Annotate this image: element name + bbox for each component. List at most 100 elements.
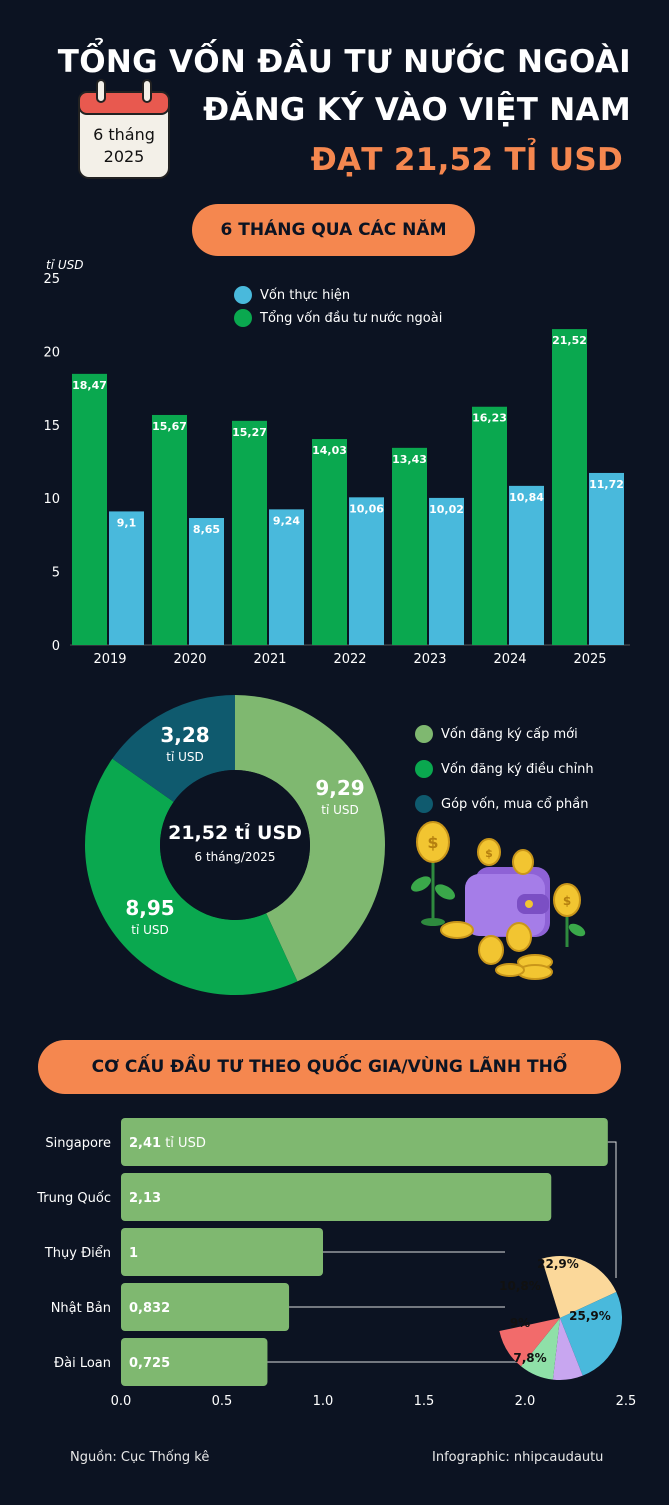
bar-realized-2020 — [189, 518, 224, 645]
country-value-label: 2,13 — [129, 1191, 161, 1206]
country-value-label: 1 — [129, 1246, 138, 1261]
data-label-realized: 10,84 — [509, 491, 544, 504]
country-bar-3 — [121, 1283, 290, 1331]
x-tick-label: 0.0 — [111, 1394, 132, 1409]
bar-realized-2025 — [589, 472, 624, 645]
svg-text:$: $ — [485, 847, 493, 860]
bar-total-2023 — [392, 447, 427, 645]
country-label: Đài Loan — [54, 1356, 111, 1371]
data-label-realized: 8,65 — [193, 523, 220, 536]
donut-slice-0 — [235, 695, 386, 982]
country-value-label: 0,725 — [129, 1356, 170, 1371]
country-bar-4 — [121, 1338, 268, 1386]
bar-realized-2019 — [109, 511, 144, 645]
legend-swatch — [415, 760, 433, 778]
bar-total-2020 — [152, 414, 187, 645]
country-pie-label: 25,9% — [569, 1309, 611, 1323]
title-line-2: ĐĂNG KÝ VÀO VIỆT NAM — [203, 92, 631, 128]
donut-hole — [160, 770, 310, 920]
bar-total-2024 — [472, 406, 507, 645]
bar-realized-2022 — [349, 497, 384, 645]
country-pie-label: 10,8% — [499, 1279, 541, 1293]
country-pie-slice-4 — [499, 1318, 560, 1367]
y-tick-label: 15 — [43, 419, 60, 434]
capital-structure-donut: 9,29 tỉ USD 8,95 tỉ USD 3,28 tỉ USD — [85, 695, 386, 995]
bar-total-2022 — [312, 439, 347, 645]
section-title-yearly: 6 THÁNG QUA CÁC NĂM — [192, 204, 475, 256]
data-label-total: 15,67 — [152, 420, 187, 433]
data-label-total: 13,43 — [392, 453, 427, 466]
y-tick-label: 25 — [43, 272, 60, 287]
data-label-total: 14,03 — [312, 444, 347, 457]
bar-total-2021 — [232, 420, 267, 645]
calendar-text-2: 2025 — [104, 147, 145, 166]
country-pie-label: 9% — [510, 1316, 530, 1330]
donut-unit-label: tỉ USD — [131, 923, 169, 937]
data-label-realized: 9,1 — [117, 516, 137, 529]
bar-total-2025 — [552, 329, 587, 645]
y-tick-label: 5 — [52, 566, 60, 581]
svg-text:$: $ — [427, 833, 438, 852]
title-line-1: TỔNG VỐN ĐẦU TƯ NƯỚC NGOÀI — [57, 44, 631, 80]
donut-center-value: 21,52 tỉ USD — [168, 822, 302, 844]
x-tick-label: 2.0 — [515, 1394, 536, 1409]
bar-realized-2021 — [269, 509, 304, 645]
x-tick-label: 0.5 — [212, 1394, 233, 1409]
x-tick-label: 2025 — [573, 652, 606, 667]
calendar-text-1: 6 tháng — [93, 125, 155, 144]
country-bar-0 — [121, 1118, 608, 1166]
country-label: Thụy Điển — [44, 1246, 111, 1261]
bar-realized-2023 — [429, 497, 464, 645]
country-pie-slice-2 — [552, 1318, 583, 1380]
donut-value-label: 9,29 — [315, 776, 364, 800]
data-label-total: 15,27 — [232, 426, 267, 439]
donut-center-sub: 6 tháng/2025 — [194, 850, 276, 864]
x-tick-label: 1.0 — [313, 1394, 334, 1409]
legend-label: Góp vốn, mua cổ phần — [441, 796, 589, 812]
legend-swatch-blue — [234, 286, 252, 304]
x-tick-label: 2020 — [173, 652, 206, 667]
title-line-3: ĐẠT 21,52 TỈ USD — [310, 142, 623, 178]
x-tick-label: 2023 — [413, 652, 446, 667]
svg-text:$: $ — [563, 894, 571, 908]
country-value-label: 0,832 — [129, 1301, 170, 1316]
country-label: Singapore — [45, 1136, 111, 1151]
country-bar-1 — [121, 1173, 552, 1221]
section-title-countries: CƠ CẤU ĐẦU TƯ THEO QUỐC GIA/VÙNG LÃNH TH… — [38, 1040, 621, 1094]
country-label: Nhật Bản — [51, 1301, 111, 1316]
country-label: Trung Quốc — [36, 1191, 111, 1206]
legend-label: Vốn đăng ký điều chỉnh — [441, 761, 594, 777]
legend-label: Vốn thực hiện — [260, 287, 351, 303]
country-value-label: 2,41 tỉ USD — [129, 1136, 206, 1151]
donut-slice-2 — [112, 695, 235, 802]
data-label-total: 16,23 — [472, 412, 507, 425]
data-label-realized: 10,06 — [349, 502, 384, 515]
legend-item-adjusted-capital: Vốn đăng ký điều chỉnh — [415, 760, 594, 778]
y-tick-label: 0 — [52, 639, 60, 654]
country-pie-label: 7,8% — [513, 1351, 546, 1365]
legend-label: Tổng vốn đầu tư nước ngoài — [260, 310, 443, 326]
donut-unit-label: tỉ USD — [321, 803, 359, 817]
x-tick-label: 2024 — [493, 652, 526, 667]
country-pie-label: 22,9% — [537, 1257, 579, 1271]
country-pie-slice-3 — [521, 1318, 560, 1380]
legend-label: Vốn đăng ký cấp mới — [441, 726, 578, 742]
bar-realized-2024 — [509, 485, 544, 645]
calendar-icon: 6 tháng 2025 — [75, 78, 173, 182]
legend-swatch-green — [234, 309, 252, 327]
connector-line-0 — [607, 1141, 617, 1278]
donut-unit-label: tỉ USD — [166, 750, 204, 764]
country-pie-slice-1 — [560, 1292, 622, 1376]
data-label-total: 21,52 — [552, 334, 587, 347]
source-text: Nguồn: Cục Thống kê — [70, 1450, 210, 1465]
legend-item-new-capital: Vốn đăng ký cấp mới — [415, 725, 578, 743]
y-tick-label: 20 — [43, 345, 60, 360]
bar-total-2019 — [72, 373, 107, 645]
legend-item-total: Tổng vốn đầu tư nước ngoài — [234, 309, 442, 327]
donut-value-label: 8,95 — [125, 896, 174, 920]
yearly-bar-chart: tỉ USD051015202518,479,1201915,678,65202… — [43, 258, 630, 667]
wallet-coins-illustration: $ $ $ — [411, 821, 586, 980]
donut-slice-1 — [85, 758, 298, 995]
data-label-total: 18,47 — [72, 379, 107, 392]
x-tick-label: 2019 — [93, 652, 126, 667]
